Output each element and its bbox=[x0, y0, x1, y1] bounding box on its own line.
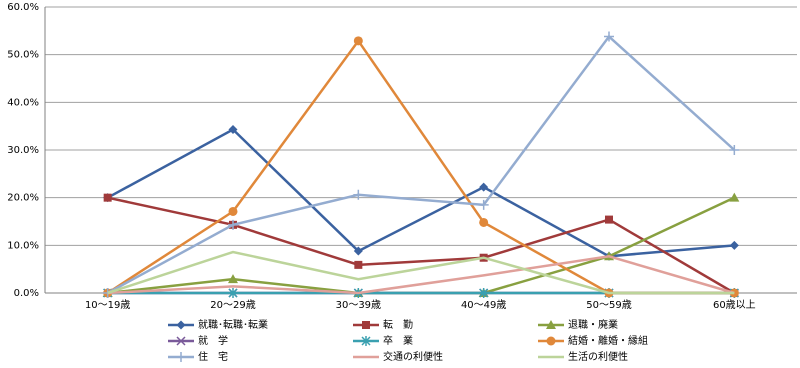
legend-marker bbox=[546, 320, 556, 329]
data-point bbox=[604, 31, 614, 42]
data-point bbox=[103, 193, 112, 202]
legend-label: 就職･転職･転業 bbox=[198, 318, 268, 331]
legend-label: 交通の利便性 bbox=[383, 350, 443, 363]
data-point bbox=[228, 274, 238, 284]
legend-label: 住 宅 bbox=[198, 350, 228, 363]
legend-label: 退職・廃業 bbox=[568, 318, 618, 331]
legend-label: 卒 業 bbox=[383, 334, 413, 347]
y-tick-label: 60.0% bbox=[7, 2, 39, 13]
x-tick-label: 60歳以上 bbox=[713, 299, 756, 311]
data-point bbox=[228, 288, 238, 298]
y-tick-label: 50.0% bbox=[7, 50, 39, 61]
legend-marker bbox=[546, 336, 556, 346]
legend-label: 結婚・離婚・縁組 bbox=[568, 334, 648, 347]
x-tick-label: 30～39歳 bbox=[336, 299, 381, 311]
legend-marker bbox=[176, 320, 186, 330]
data-point bbox=[228, 219, 238, 230]
x-tick-label: 20～29歳 bbox=[210, 299, 255, 311]
data-point bbox=[228, 206, 238, 216]
series-line bbox=[107, 34, 736, 295]
y-tick-label: 10.0% bbox=[7, 240, 39, 251]
data-point bbox=[729, 145, 740, 155]
legend-label: 転 勤 bbox=[383, 318, 413, 331]
y-tick-label: 0.0% bbox=[14, 288, 39, 299]
data-point bbox=[353, 246, 363, 256]
data-point bbox=[228, 125, 238, 135]
legend-marker bbox=[176, 336, 186, 346]
x-tick-label: 40～49歳 bbox=[461, 299, 506, 311]
legend-marker bbox=[176, 352, 186, 362]
data-point bbox=[605, 215, 613, 224]
series-line bbox=[107, 196, 735, 295]
data-point bbox=[479, 182, 489, 192]
legend-marker bbox=[361, 336, 371, 346]
data-point bbox=[729, 240, 739, 250]
x-tick-label: 50～59歳 bbox=[586, 299, 631, 311]
legend-marker bbox=[362, 321, 370, 329]
legend-label: 生活の利便性 bbox=[568, 350, 628, 363]
data-point bbox=[479, 217, 489, 227]
data-point bbox=[478, 199, 489, 210]
y-tick-label: 40.0% bbox=[7, 97, 39, 108]
series-line bbox=[107, 127, 735, 258]
data-point bbox=[353, 189, 364, 200]
series-line bbox=[107, 250, 735, 295]
data-point bbox=[354, 260, 363, 269]
data-point bbox=[729, 192, 740, 202]
series-line bbox=[106, 38, 735, 295]
legend-label: 就 学 bbox=[198, 334, 228, 347]
y-tick-label: 30.0% bbox=[7, 145, 39, 156]
x-tick-label: 10～19歳 bbox=[85, 299, 130, 311]
data-point bbox=[353, 36, 363, 46]
data-point bbox=[479, 288, 489, 298]
y-tick-label: 20.0% bbox=[7, 193, 39, 204]
series-line bbox=[107, 255, 735, 295]
